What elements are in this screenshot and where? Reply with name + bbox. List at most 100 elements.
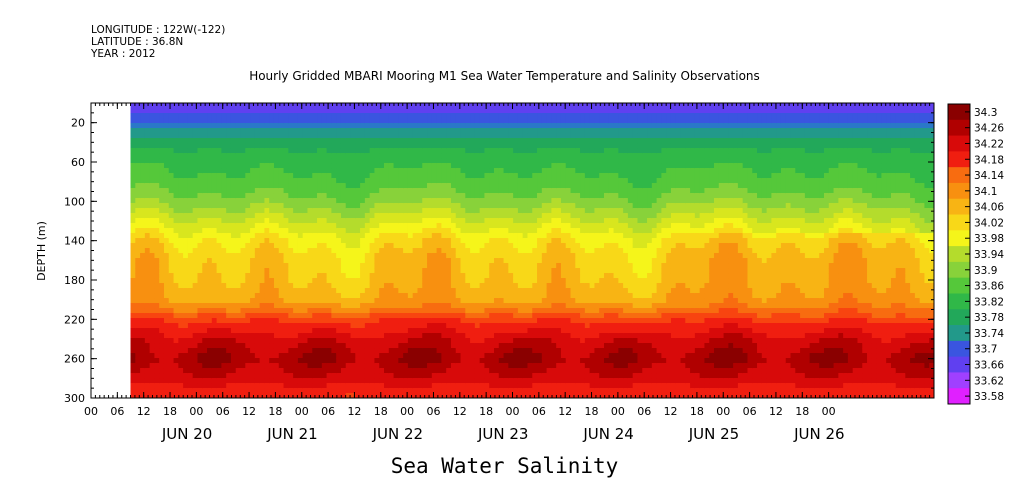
heat-cell <box>388 128 395 134</box>
heat-cell <box>417 383 423 389</box>
heat-cell <box>460 323 466 329</box>
heat-cell <box>273 383 280 389</box>
heat-cell <box>489 178 495 184</box>
heat-cell <box>326 203 332 209</box>
heat-cell <box>202 388 208 394</box>
heat-cell <box>202 263 208 269</box>
heat-cell <box>149 218 156 224</box>
heat-cell <box>226 263 232 269</box>
heat-cell <box>273 293 280 299</box>
heat-cell <box>154 148 160 154</box>
heat-cell <box>374 338 380 344</box>
heat-cell <box>163 118 170 124</box>
heat-cell <box>130 328 136 334</box>
heat-cell <box>417 173 423 179</box>
heat-cell <box>154 333 160 339</box>
heat-cell <box>470 183 476 189</box>
heat-cell <box>508 298 514 304</box>
heat-cell <box>202 303 208 309</box>
heat-cell <box>235 273 242 279</box>
heat-cell <box>407 118 414 124</box>
heat-cell <box>427 348 433 354</box>
heat-cell <box>484 348 490 354</box>
heat-cell <box>135 198 141 204</box>
heat-cell <box>384 303 390 309</box>
heat-cell <box>178 103 184 109</box>
heat-cell <box>207 108 213 114</box>
heat-cell <box>369 293 376 299</box>
heat-cell <box>412 358 419 364</box>
heat-cell <box>293 348 299 354</box>
heat-cell <box>364 328 371 334</box>
heat-cell <box>254 323 261 329</box>
heat-cell <box>422 248 428 254</box>
heat-cell <box>417 363 423 369</box>
heat-cell <box>254 343 261 349</box>
heat-cell <box>269 328 275 334</box>
heat-cell <box>283 118 289 124</box>
heat-cell <box>135 308 141 314</box>
heat-cell <box>178 353 184 359</box>
heat-cell <box>187 108 194 114</box>
heat-cell <box>470 348 476 354</box>
heat-cell <box>283 313 289 319</box>
heat-cell <box>154 323 160 329</box>
heat-cell <box>436 293 442 299</box>
heat-cell <box>288 118 294 124</box>
heat-cell <box>379 183 385 189</box>
heat-cell <box>431 358 438 364</box>
heat-cell <box>446 268 452 274</box>
heat-cell <box>403 253 409 259</box>
heat-cell <box>460 248 466 254</box>
heat-cell <box>211 318 218 324</box>
heat-cell <box>183 303 189 309</box>
heat-cell <box>340 303 347 309</box>
heat-cell <box>278 343 285 349</box>
heat-cell <box>503 133 509 139</box>
heat-cell <box>230 218 237 224</box>
heat-cell <box>183 328 189 334</box>
heat-cell <box>264 288 270 294</box>
heat-cell <box>364 173 371 179</box>
heat-cell <box>460 298 466 304</box>
heat-cell <box>350 108 356 114</box>
heat-cell <box>479 158 486 164</box>
heat-cell <box>532 148 538 154</box>
heat-cell <box>183 178 189 184</box>
heat-cell <box>140 113 146 119</box>
heat-cell <box>221 353 227 359</box>
heat-cell <box>393 173 399 179</box>
heat-cell <box>350 168 356 174</box>
heat-cell <box>144 158 151 164</box>
heat-cell <box>183 103 189 109</box>
heat-cell <box>216 348 222 354</box>
heat-cell <box>168 208 175 214</box>
heat-cell <box>498 138 505 144</box>
heat-cell <box>187 218 194 224</box>
heat-cell <box>422 298 428 304</box>
heat-cell <box>384 158 390 164</box>
heat-cell <box>336 373 342 379</box>
heat-cell <box>422 148 428 154</box>
heat-cell <box>513 358 519 364</box>
heat-cell <box>350 103 356 109</box>
heat-cell <box>269 318 275 324</box>
heat-cell <box>312 218 318 224</box>
heat-cell <box>379 213 385 219</box>
heat-cell <box>340 148 347 154</box>
heat-cell <box>230 388 237 394</box>
heat-cell <box>374 103 380 109</box>
heat-cell <box>192 153 199 159</box>
heat-cell <box>331 123 337 129</box>
heat-cell <box>235 208 242 214</box>
heat-cell <box>187 378 194 384</box>
heat-cell <box>293 318 299 324</box>
heat-cell <box>431 298 438 304</box>
heat-cell <box>393 343 399 349</box>
heat-cell <box>403 193 409 199</box>
heat-cell <box>393 143 399 149</box>
heat-cell <box>479 153 486 159</box>
heat-cell <box>135 228 141 234</box>
heat-cell <box>527 338 533 344</box>
heat-cell <box>149 263 156 269</box>
